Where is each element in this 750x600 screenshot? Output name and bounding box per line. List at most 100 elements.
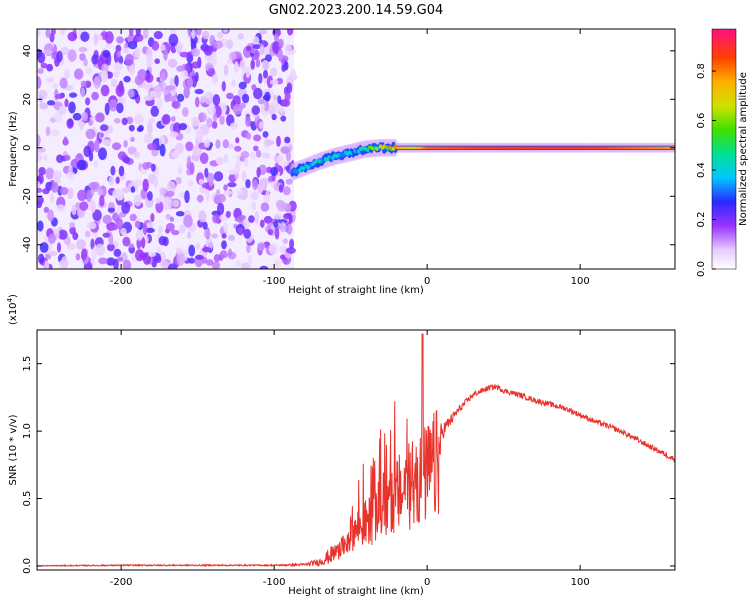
noise-speckle: [212, 54, 217, 66]
spectrogram-y-label: Frequency (Hz): [8, 111, 19, 187]
noise-speckle: [134, 178, 143, 186]
noise-speckle: [216, 189, 221, 195]
noise-speckle: [184, 190, 190, 204]
noise-speckle: [209, 34, 216, 46]
noise-speckle: [173, 122, 181, 135]
noise-speckle: [45, 126, 51, 137]
noise-speckle: [263, 69, 268, 79]
noise-speckle: [203, 138, 211, 148]
ridge-core: [357, 149, 361, 154]
noise-speckle: [68, 165, 73, 176]
noise-speckle: [181, 69, 188, 79]
noise-speckle: [232, 103, 243, 115]
noise-speckle: [121, 117, 128, 126]
x-tick-label: 0: [424, 577, 430, 588]
colorbar-label: Normalized spectral amplitude: [738, 72, 749, 226]
noise-speckle: [270, 67, 278, 77]
noise-speckle: [133, 33, 144, 42]
noise-speckle: [124, 53, 134, 66]
noise-speckle: [187, 179, 194, 187]
noise-speckle: [143, 133, 153, 145]
noise-speckle: [278, 184, 284, 193]
noise-speckle: [46, 63, 54, 72]
noise-speckle: [253, 145, 259, 152]
noise-speckle: [171, 229, 180, 236]
colorbar-gradient: [711, 28, 737, 270]
noise-speckle: [37, 220, 44, 232]
noise-speckle: [250, 191, 259, 199]
noise-speckle: [156, 77, 161, 82]
noise-speckle: [39, 102, 49, 110]
noise-speckle: [127, 88, 135, 98]
noise-speckle: [154, 58, 160, 64]
noise-speckle: [112, 70, 120, 78]
noise-speckle: [164, 94, 171, 103]
noise-speckle: [140, 237, 146, 249]
noise-speckle: [259, 29, 267, 35]
noise-speckle: [76, 159, 87, 171]
noise-speckle: [58, 229, 68, 240]
noise-speckle: [280, 115, 287, 122]
noise-speckle: [134, 75, 144, 86]
noise-speckle: [167, 58, 178, 68]
noise-speckle: [171, 116, 176, 122]
noise-speckle: [133, 194, 142, 207]
x-tick-label: 100: [571, 577, 590, 588]
noise-speckle: [242, 93, 250, 104]
noise-speckle: [93, 160, 99, 168]
noise-speckle: [169, 131, 179, 138]
noise-speckle: [215, 157, 224, 166]
noise-speckle: [248, 215, 255, 223]
noise-speckle: [150, 105, 160, 117]
noise-speckle: [52, 82, 58, 90]
noise-speckle: [183, 214, 193, 228]
noise-speckle: [48, 250, 58, 256]
noise-speckle: [284, 136, 291, 144]
noise-speckle: [228, 234, 235, 241]
noise-speckle: [196, 29, 202, 36]
noise-speckle: [228, 173, 237, 183]
noise-speckle: [250, 59, 255, 70]
noise-speckle: [285, 178, 293, 185]
noise-speckle: [223, 29, 228, 33]
noise-speckle: [146, 222, 154, 229]
noise-speckle: [110, 78, 118, 88]
noise-speckle: [122, 187, 130, 193]
noise-speckle: [60, 256, 69, 269]
noise-speckle: [205, 189, 210, 202]
noise-speckle: [225, 210, 231, 218]
noise-speckle: [158, 225, 163, 234]
y-tick-label: 0: [22, 145, 33, 151]
noise-speckle: [212, 74, 219, 84]
y-tick-label: 20: [22, 93, 33, 106]
noise-speckle: [93, 76, 102, 89]
noise-speckle: [212, 94, 221, 106]
noise-speckle: [102, 214, 112, 225]
noise-speckle: [114, 118, 121, 124]
noise-speckle: [102, 232, 111, 238]
noise-speckle: [257, 242, 266, 251]
noise-speckle: [195, 96, 200, 108]
noise-speckle: [234, 145, 242, 152]
noise-speckle: [79, 53, 86, 61]
noise-speckle: [66, 243, 76, 250]
noise-speckle: [223, 184, 228, 191]
noise-speckle: [230, 122, 238, 129]
noise-speckle: [75, 253, 81, 261]
noise-speckle: [122, 47, 130, 54]
x-tick-label: -200: [110, 276, 133, 287]
noise-speckle: [178, 224, 186, 234]
noise-speckle: [198, 178, 204, 185]
noise-speckle: [200, 95, 206, 104]
noise-speckle: [135, 249, 145, 262]
noise-speckle: [237, 193, 247, 200]
noise-speckle: [108, 99, 118, 112]
noise-speckle: [278, 38, 284, 49]
noise-speckle: [115, 176, 120, 184]
noise-speckle: [223, 190, 233, 196]
noise-speckle: [81, 248, 87, 261]
noise-speckle: [117, 190, 125, 201]
noise-speckle: [228, 169, 238, 175]
noise-speckle: [251, 105, 260, 116]
